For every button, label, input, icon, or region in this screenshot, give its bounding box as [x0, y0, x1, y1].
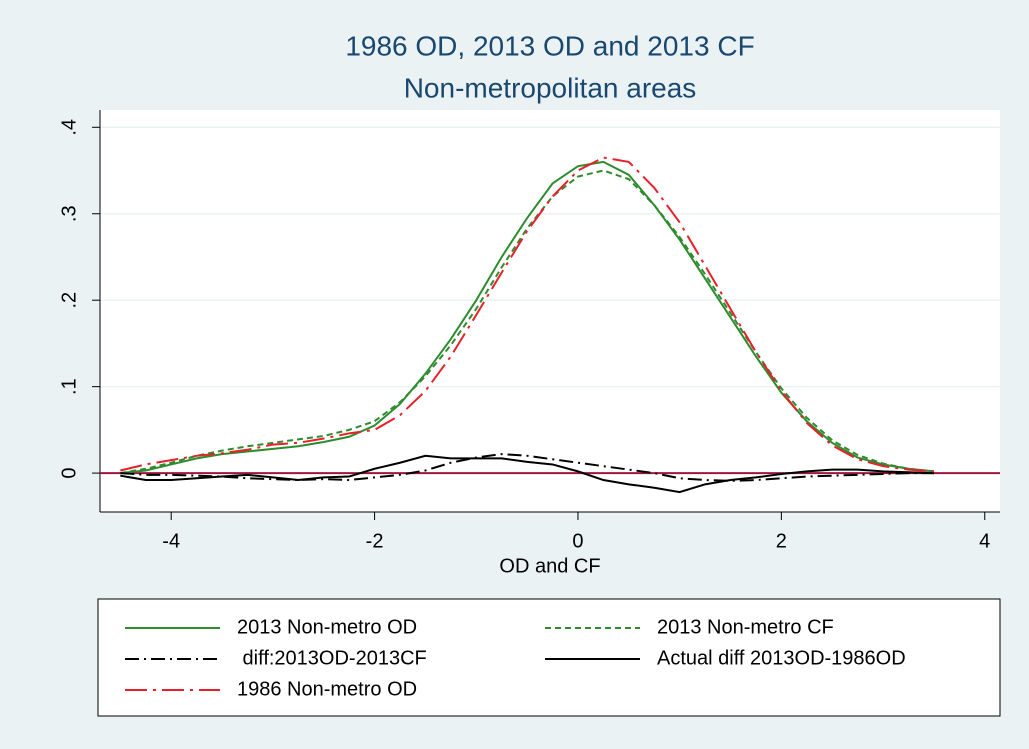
- legend-label: 2013 Non-metro CF: [657, 616, 834, 638]
- y-tick-label: .3: [58, 205, 80, 222]
- y-tick-label: .2: [58, 292, 80, 309]
- series-line: [120, 453, 934, 482]
- x-tick-label: 0: [572, 530, 583, 552]
- x-axis-label: OD and CF: [499, 555, 600, 577]
- legend-label: 2013 Non-metro OD: [237, 616, 417, 638]
- legend-box: [97, 598, 1001, 717]
- x-tick-label: 4: [979, 530, 990, 552]
- y-tick-label: .4: [58, 119, 80, 136]
- chart-subtitle: Non-metropolitan areas: [404, 72, 697, 103]
- chart-title: 1986 OD, 2013 OD and 2013 CF: [345, 30, 754, 61]
- y-tick-label: .1: [58, 378, 80, 395]
- x-tick-label: -4: [162, 530, 180, 552]
- series-line: [120, 454, 934, 494]
- legend-label: 1986 Non-metro OD: [237, 678, 417, 700]
- legend-label: diff:2013OD-2013CF: [237, 647, 427, 669]
- series-line: [120, 160, 934, 475]
- series-line: [120, 156, 934, 473]
- y-tick-label: 0: [58, 468, 80, 479]
- x-tick-label: -2: [366, 530, 384, 552]
- x-tick-label: 2: [776, 530, 787, 552]
- legend-label: Actual diff 2013OD-1986OD: [657, 647, 906, 669]
